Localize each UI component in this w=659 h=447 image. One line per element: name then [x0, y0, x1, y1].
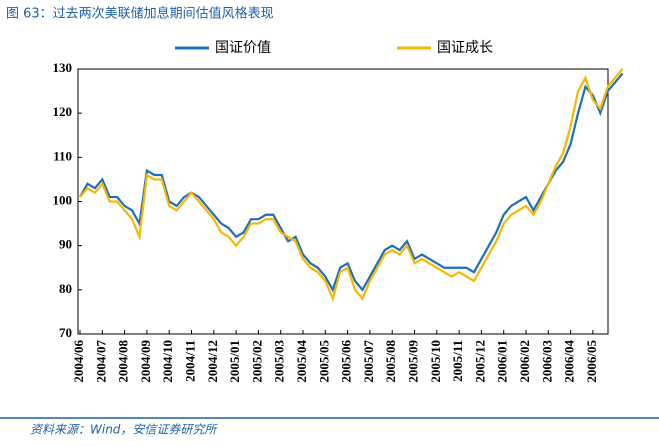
series-line	[79, 72, 624, 293]
y-tick-label: 90	[59, 237, 72, 252]
x-tick-label: 2005/09	[405, 340, 420, 383]
y-tick-label: 70	[59, 325, 72, 340]
x-tick-label: 2004/06	[71, 340, 86, 383]
series-line	[79, 68, 624, 302]
x-tick-label: 2004/07	[93, 340, 108, 383]
x-tick-label: 2005/06	[339, 340, 354, 383]
x-tick-label: 2004/12	[205, 340, 220, 383]
y-tick-label: 120	[53, 104, 73, 119]
x-tick-label: 2004/09	[138, 340, 153, 383]
x-tick-label: 2005/11	[450, 340, 465, 382]
x-tick-label: 2005/12	[472, 340, 487, 383]
chart-title: 图 63：过去两次美联储加息期间估值风格表现	[6, 6, 274, 22]
x-tick-label: 2006/02	[517, 340, 532, 383]
y-tick-label: 80	[59, 281, 72, 296]
x-tick-label: 2005/10	[428, 340, 443, 383]
legend-label: 国证价值	[215, 40, 271, 56]
y-tick-label: 130	[53, 60, 73, 75]
x-tick-label: 2005/08	[383, 340, 398, 383]
x-tick-label: 2004/10	[160, 340, 175, 383]
y-tick-label: 100	[53, 192, 73, 207]
x-tick-label: 2004/08	[116, 340, 131, 383]
x-tick-label: 2005/04	[294, 340, 309, 383]
x-tick-label: 2005/01	[227, 340, 242, 383]
y-tick-label: 110	[53, 148, 72, 163]
source-note: 资料来源：Wind，安信证券研究所	[30, 423, 218, 437]
x-tick-label: 2006/03	[539, 340, 554, 383]
x-tick-label: 2006/05	[584, 340, 599, 383]
x-tick-label: 2005/03	[272, 340, 287, 383]
x-tick-label: 2005/05	[316, 340, 331, 383]
x-tick-label: 2005/02	[249, 340, 264, 383]
x-tick-label: 2005/07	[361, 340, 376, 383]
x-tick-label: 2004/11	[182, 340, 197, 382]
x-tick-label: 2006/04	[562, 340, 577, 383]
legend-label: 国证成长	[437, 40, 493, 56]
x-tick-label: 2006/01	[495, 340, 510, 383]
